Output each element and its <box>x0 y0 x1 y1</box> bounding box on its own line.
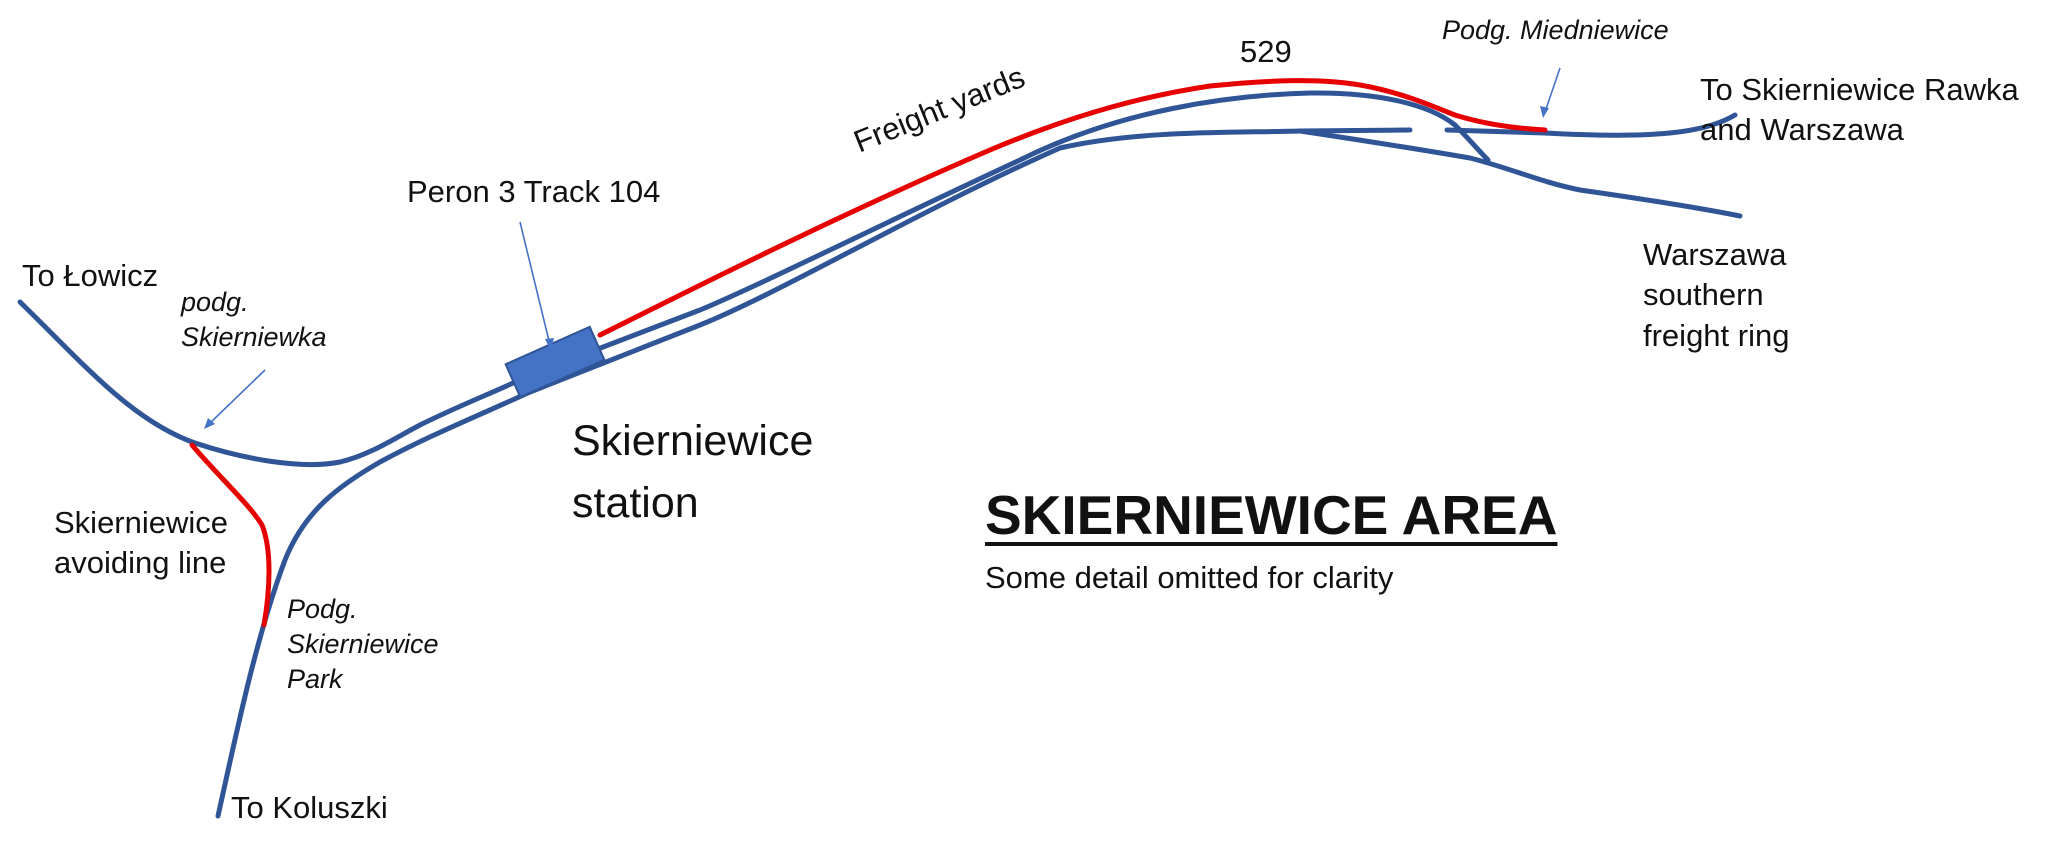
label-line: To Skierniewice Rawka <box>1700 72 2019 107</box>
platform-peron-3 <box>504 325 606 399</box>
label-line: station <box>572 479 699 528</box>
label-line: Skierniewice <box>287 629 439 660</box>
label-line: Warszawa <box>1643 237 1787 272</box>
station-track-lower <box>527 127 1413 395</box>
label-line: podg. <box>181 287 249 317</box>
pointer-arrow-icon <box>204 369 266 429</box>
label-line: Skierniewice <box>572 417 814 465</box>
label-line: Skierniewka <box>181 322 327 353</box>
label-line: Podg. <box>287 594 358 624</box>
line-to-skierniewice-rawka <box>1444 112 1738 138</box>
map-title: SKIERNIEWICE AREA <box>985 484 1558 546</box>
label-line: Park <box>287 664 343 695</box>
label-peron-3-track-104: Peron 3 Track 104 <box>407 174 661 209</box>
station-track-upper <box>527 90 1491 378</box>
label-podg-skierniewka: podg. Skierniewka <box>181 285 327 355</box>
pointer-arrow-icon <box>1540 67 1561 118</box>
label-to-lowicz: To Łowicz <box>22 258 159 293</box>
pointer-arrow-icon <box>519 221 554 351</box>
label-to-skierniewice-rawka: To Skierniewice Rawka and Warszawa <box>1700 70 2019 151</box>
label-line: Skierniewice <box>54 505 229 540</box>
skierniewice-avoiding-line <box>189 442 272 628</box>
label-skierniewice-station: Skierniewice station <box>572 410 813 535</box>
label-line: southern <box>1643 277 1764 313</box>
label-skierniewice-avoiding-line: Skierniewice avoiding line <box>54 503 228 584</box>
freight-yards-line <box>597 78 1548 338</box>
label-line: freight ring <box>1643 317 1790 353</box>
label-line: avoiding line <box>54 545 227 581</box>
line-to-warszawa-ring <box>1297 128 1743 219</box>
label-warszawa-southern-freight-ring: Warszawa southern freight ring <box>1643 235 1789 356</box>
line-to-lowicz <box>17 299 533 468</box>
label-to-koluszki: To Koluszki <box>231 790 388 825</box>
line-to-koluszki <box>215 389 533 819</box>
label-podg-skierniewice-park: Podg. Skierniewice Park <box>287 592 439 697</box>
label-podg-miedniewice: Podg. Miedniewice <box>1442 15 1669 45</box>
label-route-529: 529 <box>1240 34 1292 69</box>
map-subtitle: Some detail omitted for clarity <box>985 560 1394 595</box>
label-line: and Warszawa <box>1700 112 1904 148</box>
